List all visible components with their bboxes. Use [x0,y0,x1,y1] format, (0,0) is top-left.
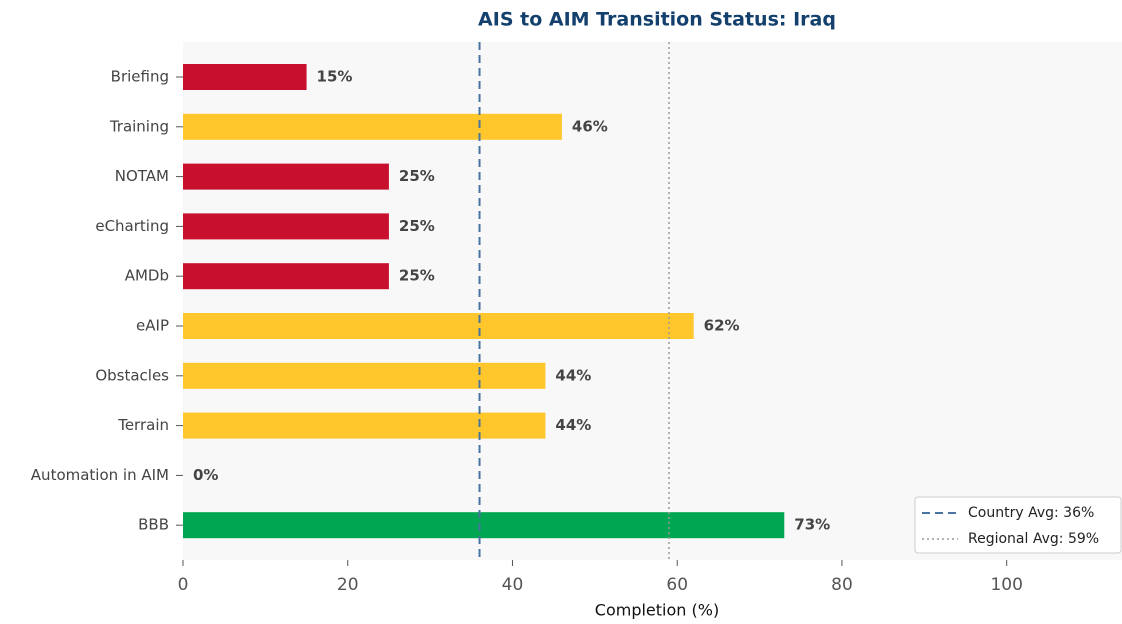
bar [183,64,307,90]
x-tick-label: 100 [990,575,1022,595]
value-label: 44% [555,416,591,434]
value-label: 0% [193,466,218,484]
bar [183,113,562,140]
bar [183,163,389,190]
value-label: 73% [794,516,830,534]
bar [183,313,694,339]
value-label: 25% [399,167,435,185]
bar [183,412,546,439]
y-tick-label: Obstacles [95,366,169,384]
y-tick-label: Automation in AIM [31,466,169,484]
legend-label: Regional Avg: 59% [968,531,1099,547]
bar [183,512,785,539]
value-label: 62% [704,317,740,335]
x-tick-label: 0 [178,575,189,595]
legend-box [914,496,1122,554]
value-label: 25% [399,267,435,285]
x-axis-label: Completion (%) [595,601,719,620]
x-tick-label: 20 [337,575,359,595]
legend-label: Country Avg: 36% [968,505,1094,521]
y-tick-label: NOTAM [115,167,169,185]
x-tick-label: 80 [831,575,853,595]
value-label: 15% [317,68,353,86]
x-tick-label: 40 [502,575,524,595]
bar [183,263,389,290]
bar [183,213,389,240]
y-tick-label: eAIP [136,317,169,335]
y-tick-label: BBB [138,516,169,534]
y-tick-label: Training [109,117,169,135]
y-tick-label: eCharting [95,217,169,235]
x-tick-label: 60 [666,575,688,595]
y-tick-label: AMDb [125,267,169,285]
y-tick-label: Terrain [117,416,169,434]
chart-title: AIS to AIM Transition Status: Iraq [478,9,836,31]
value-label: 44% [555,366,591,384]
value-label: 25% [399,217,435,235]
bar [183,362,546,389]
y-tick-label: Briefing [111,68,169,86]
legend: Country Avg: 36% Regional Avg: 59% [914,496,1122,554]
value-label: 46% [572,117,608,135]
